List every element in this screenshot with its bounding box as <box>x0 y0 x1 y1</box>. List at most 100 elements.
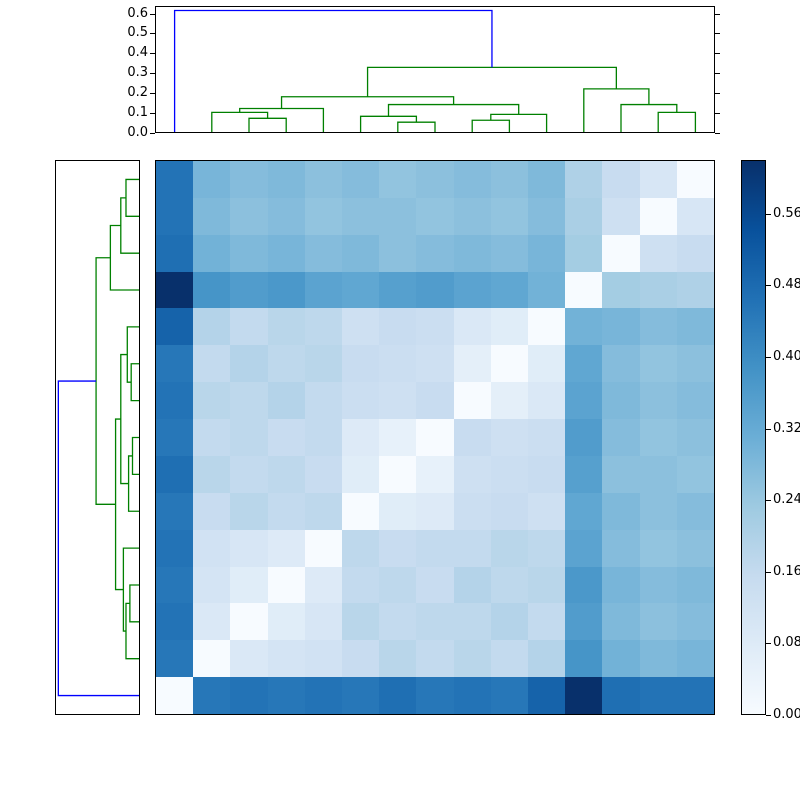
dendrogram-link <box>211 111 269 132</box>
heatmap-cell <box>528 308 566 346</box>
heatmap-cell <box>602 529 640 567</box>
heatmap-cell <box>416 677 454 714</box>
heatmap-cell <box>528 345 566 383</box>
heatmap-cell <box>565 308 603 346</box>
colorbar-tick-label: 0.00 <box>773 707 800 722</box>
heatmap-cell <box>528 382 566 420</box>
heatmap-cell <box>565 677 603 714</box>
heatmap-cell <box>267 271 305 309</box>
heatmap-cell <box>528 197 566 235</box>
heatmap-cell <box>453 161 491 198</box>
heatmap-cell <box>416 603 454 641</box>
heatmap-cell <box>602 566 640 604</box>
heatmap-cell <box>602 419 640 456</box>
heatmap-cell <box>230 455 268 493</box>
top-dendrogram <box>173 9 697 132</box>
heatmap-cell <box>230 308 268 346</box>
colorbar-tick-mark <box>766 643 771 645</box>
heatmap-cell <box>602 603 640 641</box>
heatmap-cell <box>639 529 677 567</box>
top-axis-tick-label: 0.3 <box>127 65 148 81</box>
heatmap-cell <box>602 271 640 309</box>
heatmap-cell <box>379 161 417 198</box>
heatmap-cell <box>267 197 305 235</box>
heatmap-cell <box>230 197 268 235</box>
heatmap-cell <box>379 455 417 493</box>
heatmap-cell <box>267 161 305 198</box>
heatmap-cell <box>304 271 342 309</box>
heatmap-cell <box>416 529 454 567</box>
heatmap-cell <box>490 455 528 493</box>
heatmap-cell <box>379 308 417 346</box>
heatmap-cell <box>342 419 380 456</box>
heatmap-cell <box>230 492 268 530</box>
heatmap-cell <box>156 234 194 272</box>
heatmap-cell <box>267 566 305 604</box>
colorbar-tick-label: 0.08 <box>773 635 800 651</box>
heatmap-cell <box>379 197 417 235</box>
heatmap-cell <box>379 345 417 383</box>
heatmap-cell <box>379 492 417 530</box>
heatmap-cell <box>565 271 603 309</box>
heatmap-cell <box>193 234 231 272</box>
heatmap-cell <box>639 419 677 456</box>
heatmap-cell <box>342 271 380 309</box>
top-axis-tick-mark <box>150 33 155 35</box>
dendrogram-link <box>114 418 124 591</box>
colorbar-tick-mark <box>766 715 771 716</box>
heatmap-cell <box>565 640 603 678</box>
heatmap-cell <box>602 197 640 235</box>
heatmap-cell <box>676 455 714 493</box>
heatmap-cell <box>490 492 528 530</box>
heatmap-cell <box>230 382 268 420</box>
heatmap-cell <box>193 161 231 198</box>
heatmap-cell <box>453 382 491 420</box>
dendrogram-link <box>248 117 287 132</box>
heatmap-cell <box>379 529 417 567</box>
heatmap-cell <box>379 566 417 604</box>
heatmap-cell <box>639 492 677 530</box>
heatmap-cell <box>193 419 231 456</box>
heatmap-cell <box>676 677 714 714</box>
top-axis-tick-label: 0.0 <box>127 125 148 140</box>
heatmap-cell <box>156 197 194 235</box>
top-axis-right-tick-mark <box>715 73 720 75</box>
heatmap-cell <box>156 308 194 346</box>
heatmap-cell <box>565 603 603 641</box>
heatmap-cell <box>416 419 454 456</box>
heatmap-cell <box>490 640 528 678</box>
heatmap-cell <box>639 271 677 309</box>
heatmap-cell <box>528 529 566 567</box>
heatmap-cell <box>528 492 566 530</box>
top-axis-right-tick-mark <box>715 113 720 115</box>
heatmap-cell <box>676 271 714 309</box>
heatmap-cell <box>639 382 677 420</box>
heatmap-cell <box>490 271 528 309</box>
heatmap-cell <box>379 271 417 309</box>
heatmap-cell <box>230 345 268 383</box>
dendrogram-link <box>130 363 139 402</box>
heatmap-cell <box>156 529 194 567</box>
heatmap-cell <box>528 161 566 198</box>
heatmap-cell <box>342 382 380 420</box>
top-axis-tick-mark <box>150 53 155 55</box>
heatmap-cell <box>267 677 305 714</box>
heatmap-cell <box>453 529 491 567</box>
heatmap-cell <box>416 566 454 604</box>
heatmap-cell <box>156 492 194 530</box>
heatmap-cell <box>416 492 454 530</box>
heatmap-cell <box>156 382 194 420</box>
heatmap-cell <box>639 566 677 604</box>
dendrogram-link <box>120 197 139 254</box>
heatmap-cell <box>565 419 603 456</box>
heatmap-cell <box>304 161 342 198</box>
dendrogram-link <box>127 455 139 512</box>
heatmap-cell <box>453 603 491 641</box>
colorbar-tick-mark <box>766 428 771 430</box>
heatmap-cell <box>230 419 268 456</box>
heatmap-cell <box>602 161 640 198</box>
colorbar-tick-mark <box>766 285 771 287</box>
heatmap-cell <box>453 234 491 272</box>
heatmap-cell <box>676 529 714 567</box>
top-axis-tick-mark <box>150 133 155 134</box>
